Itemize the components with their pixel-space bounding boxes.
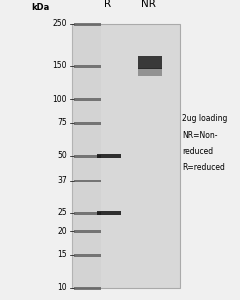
Bar	[138, 56, 162, 69]
Text: kDa: kDa	[32, 3, 50, 12]
Text: reduced: reduced	[182, 147, 214, 156]
Bar	[74, 212, 101, 214]
Text: 2ug loading: 2ug loading	[182, 114, 228, 123]
Bar	[74, 155, 101, 158]
Text: NR=Non-: NR=Non-	[182, 130, 218, 140]
Bar	[74, 287, 101, 290]
Text: 100: 100	[53, 95, 67, 104]
Text: NR: NR	[141, 0, 156, 9]
Text: 10: 10	[58, 284, 67, 292]
Bar	[97, 154, 121, 158]
Bar	[138, 68, 162, 76]
Text: R=reduced: R=reduced	[182, 164, 225, 172]
Bar	[74, 230, 101, 233]
Text: 150: 150	[53, 61, 67, 70]
Text: R: R	[104, 0, 112, 9]
Text: 15: 15	[58, 250, 67, 259]
Bar	[72, 24, 180, 288]
Bar	[74, 254, 101, 256]
Text: 250: 250	[53, 20, 67, 28]
Bar	[72, 24, 101, 288]
Text: 37: 37	[57, 176, 67, 185]
Bar	[74, 180, 101, 182]
Bar	[74, 23, 101, 26]
Bar	[74, 122, 101, 124]
Bar	[97, 211, 121, 214]
Bar	[74, 65, 101, 68]
Text: 50: 50	[57, 152, 67, 160]
Text: 75: 75	[57, 118, 67, 127]
Bar	[74, 98, 101, 101]
Text: 25: 25	[58, 208, 67, 217]
Text: 20: 20	[58, 227, 67, 236]
